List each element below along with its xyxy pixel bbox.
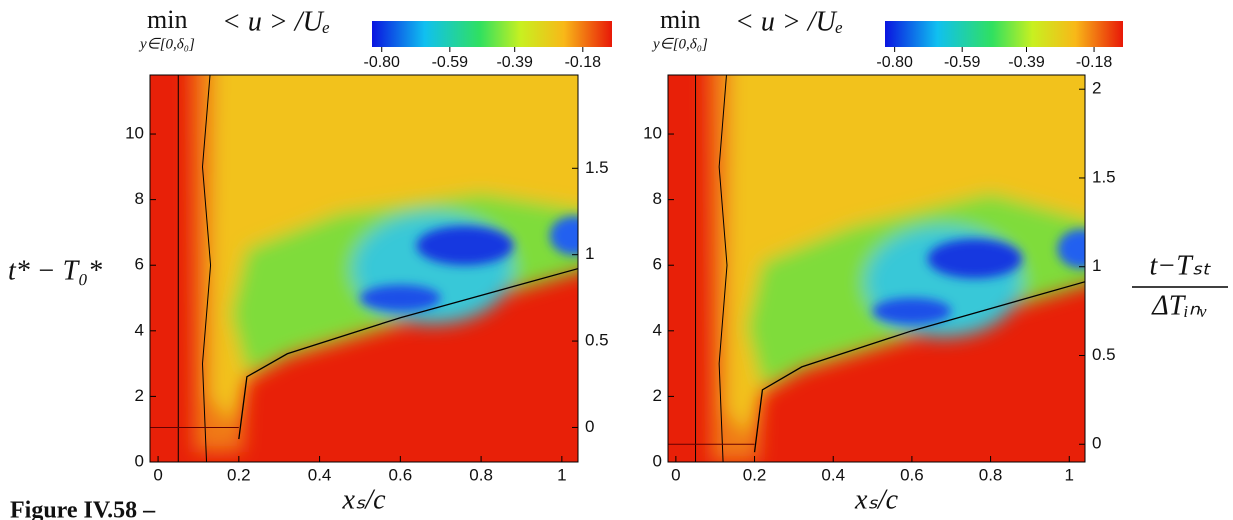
x-tick-label: 0.4 xyxy=(308,465,332,484)
colorbar xyxy=(372,21,612,47)
colorbar-min: min xyxy=(147,5,187,34)
y-tick-label: 2 xyxy=(135,386,144,405)
y2-tick-label: 2 xyxy=(1092,79,1101,98)
contour xyxy=(718,75,728,462)
blob xyxy=(359,284,441,312)
caption: Figure IV.58 – xyxy=(10,498,156,520)
colorbar-tick-label: -0.39 xyxy=(496,54,533,71)
x-tick-label: 1 xyxy=(1065,465,1074,484)
y-tick-label: 0 xyxy=(135,451,144,470)
y2-tick-label: 1 xyxy=(1092,256,1101,275)
y-axis-label: t* − T₀* xyxy=(8,255,102,286)
colorbar-sub: y∈[0,δ₀] xyxy=(651,36,708,52)
y2-tick-label: 1.5 xyxy=(1092,167,1116,186)
y-tick-label: 2 xyxy=(653,386,662,405)
colorbar-tick-label: -0.18 xyxy=(1076,54,1113,71)
colorbar-sub: y∈[0,δ₀] xyxy=(138,36,195,52)
blob xyxy=(416,225,514,266)
x-tick-label: 1 xyxy=(557,465,566,484)
y2-tick-label: 1.5 xyxy=(585,158,609,177)
x-tick-label: 0.2 xyxy=(743,465,767,484)
y-tick-label: 6 xyxy=(135,255,144,274)
y2-label-num: t−Tₛₜ xyxy=(1150,250,1212,281)
x-tick-label: 0.8 xyxy=(979,465,1003,484)
field-blue xyxy=(359,216,578,312)
y2-tick-label: 0.5 xyxy=(1092,345,1116,364)
y2-tick-label: 0 xyxy=(585,417,594,436)
blob xyxy=(872,298,952,325)
colorbar-tick-label: -0.80 xyxy=(876,54,913,71)
y-tick-label: 10 xyxy=(643,124,662,143)
plot-frame xyxy=(149,74,579,463)
y2-label-den: ΔTᵢₙᵥ xyxy=(1151,290,1207,321)
y-tick-label: 4 xyxy=(653,320,662,339)
colorbar-min: min xyxy=(660,5,700,34)
contour xyxy=(201,75,212,462)
y2-tick-label: 0 xyxy=(1092,434,1101,453)
x-tick-label: 0 xyxy=(671,465,680,484)
contour-field xyxy=(668,75,1085,462)
y-tick-label: 8 xyxy=(135,189,144,208)
colorbar-expr: < u > /Uₑ xyxy=(735,6,843,37)
x-tick-label: 0 xyxy=(153,465,162,484)
colorbar-tick-label: -0.59 xyxy=(944,54,981,71)
contour xyxy=(238,267,578,440)
y2-tick-label: 0.5 xyxy=(585,331,609,350)
colorbar-tick-label: -0.80 xyxy=(363,54,400,71)
plot-frame xyxy=(667,74,1086,463)
colorbar-expr: < u > /Uₑ xyxy=(222,6,330,37)
colorbar xyxy=(885,21,1123,47)
contour xyxy=(753,281,1085,453)
y-tick-label: 10 xyxy=(125,124,144,143)
colorbar-tick-label: -0.18 xyxy=(565,54,602,71)
blob xyxy=(1057,229,1085,269)
y-tick-label: 4 xyxy=(135,320,144,339)
y2-tick-label: 1 xyxy=(585,244,594,263)
y-tick-label: 8 xyxy=(653,189,662,208)
x-tick-label: 0.2 xyxy=(227,465,251,484)
blob xyxy=(549,216,578,256)
x-axis-label: xₛ/c xyxy=(341,484,386,515)
colorbar-tick-label: -0.59 xyxy=(432,54,469,71)
y-tick-label: 6 xyxy=(653,255,662,274)
contour-field xyxy=(150,75,578,462)
blob xyxy=(927,238,1023,279)
x-tick-label: 0.6 xyxy=(900,465,924,484)
x-axis-label: xₛ/c xyxy=(854,484,899,515)
x-tick-label: 0.8 xyxy=(469,465,493,484)
x-tick-label: 0.4 xyxy=(821,465,845,484)
x-tick-label: 0.6 xyxy=(389,465,413,484)
colorbar-tick-label: -0.39 xyxy=(1008,54,1045,71)
field-blue xyxy=(872,229,1085,325)
y-tick-label: 0 xyxy=(653,451,662,470)
